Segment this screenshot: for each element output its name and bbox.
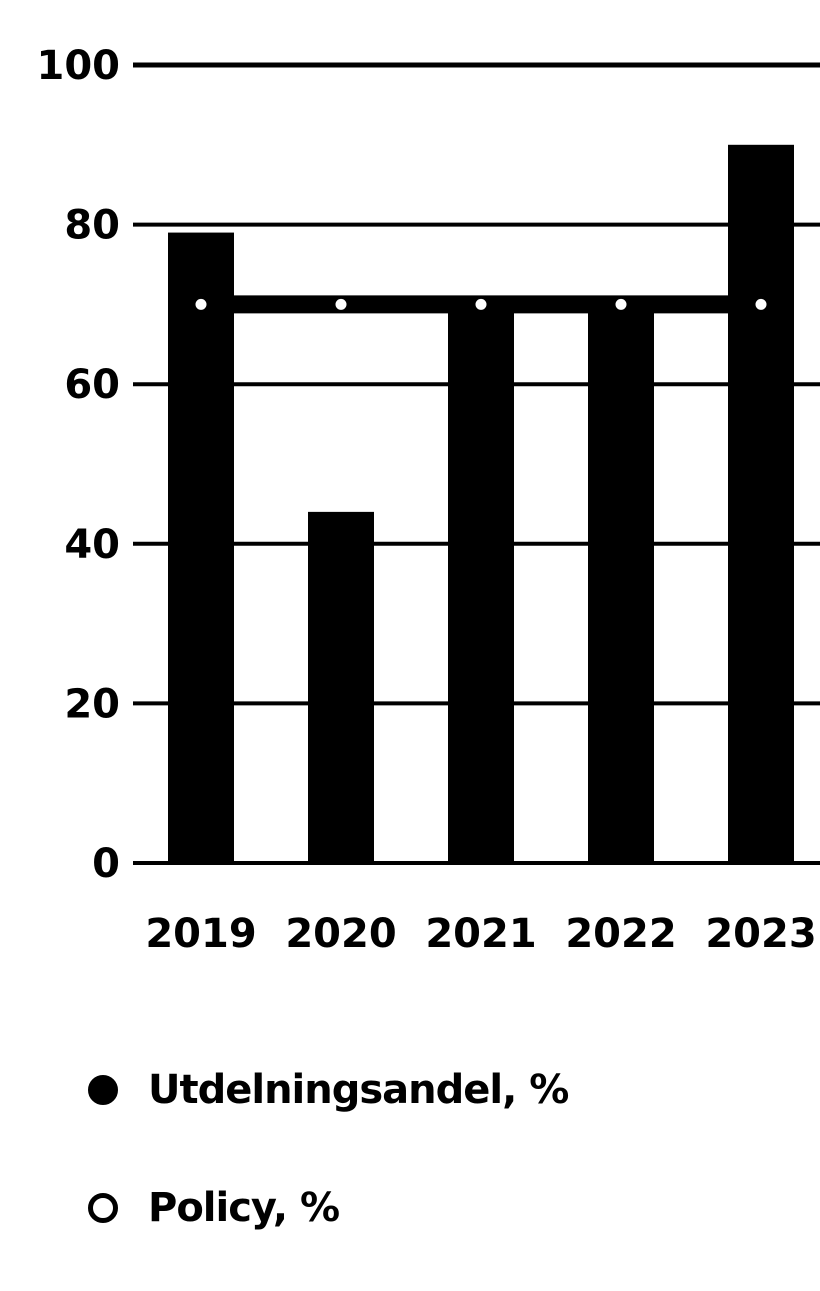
x-tick-label-2023: 2023 [705, 911, 816, 957]
bar-2020 [308, 511, 374, 863]
policy-point-2023 [752, 295, 770, 313]
legend: Utdelningsandel, % Policy, % [88, 1055, 569, 1291]
y-tick-label-0: 0 [92, 841, 120, 887]
legend-label-payout-ratio: Utdelningsandel, % [148, 1067, 569, 1113]
legend-outline-circle-icon [88, 1193, 118, 1223]
bar-2023 [728, 144, 794, 864]
payout-ratio-chart: 0 20 40 60 80 100 2019 2020 2021 2022 2023 [37, 43, 820, 957]
bar-2019 [168, 232, 234, 863]
policy-point-2022 [612, 295, 630, 313]
y-axis-tick-labels: 0 20 40 60 80 100 [37, 43, 121, 887]
x-axis-tick-labels: 2019 2020 2021 2022 2023 [145, 911, 816, 957]
policy-point-2021 [472, 295, 490, 313]
legend-label-policy: Policy, % [148, 1185, 340, 1231]
x-tick-label-2020: 2020 [285, 911, 396, 957]
y-tick-label-20: 20 [64, 681, 120, 727]
policy-point-2019 [192, 295, 210, 313]
x-tick-label-2021: 2021 [425, 911, 536, 957]
policy-line-layer [192, 295, 770, 314]
y-tick-label-100: 100 [37, 43, 121, 89]
bar-2021 [448, 312, 514, 863]
x-tick-label-2019: 2019 [145, 911, 256, 957]
policy-point-2020 [332, 295, 350, 313]
y-tick-label-80: 80 [64, 203, 120, 249]
bar-2022 [588, 312, 654, 863]
y-tick-label-60: 60 [64, 362, 120, 408]
legend-item-payout-ratio: Utdelningsandel, % [88, 1055, 569, 1125]
legend-item-policy: Policy, % [88, 1173, 568, 1243]
legend-filled-circle-icon [88, 1075, 118, 1105]
x-tick-label-2022: 2022 [565, 911, 676, 957]
y-tick-label-40: 40 [64, 522, 120, 568]
bars [168, 144, 794, 864]
